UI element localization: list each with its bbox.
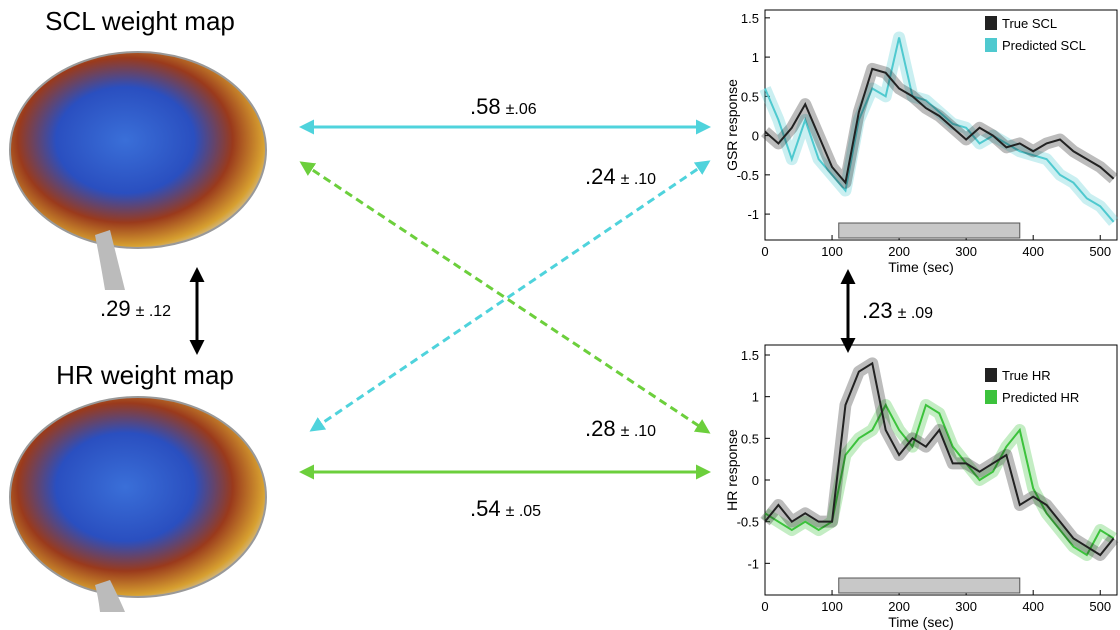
- y-tick-label: -0.5: [737, 515, 759, 530]
- x-tick-label: 100: [821, 244, 843, 259]
- x-tick-label: 0: [761, 244, 768, 259]
- y-tick-label: 0: [752, 473, 759, 488]
- y-tick-label: 1.5: [741, 11, 759, 26]
- y-tick-label: -1: [747, 207, 759, 222]
- x-tick-label: 300: [955, 244, 977, 259]
- legend-swatch: [985, 38, 997, 52]
- correlation-error: ± .10: [621, 423, 657, 440]
- x-tick-label: 500: [1089, 599, 1111, 614]
- correlation-label: .54 ± .05: [470, 496, 541, 521]
- y-axis-label: HR response: [724, 429, 740, 511]
- correlation-value: .24: [585, 164, 616, 189]
- correlation-label: .23 ± .09: [862, 298, 933, 323]
- x-axis-label: Time (sec): [888, 259, 954, 275]
- y-axis-label: GSR response: [724, 79, 740, 171]
- y-tick-label: 0: [752, 129, 759, 144]
- correlation-label: .58 ±.06: [470, 94, 537, 119]
- y-tick-label: 0.5: [741, 89, 759, 104]
- y-tick-label: -1: [747, 556, 759, 571]
- legend-label: True HR: [1002, 368, 1051, 383]
- figure: SCL weight map HR weight map .58 ±.06 .24 ±…: [0, 0, 1120, 630]
- page: {"diagram": { "maps": ["SCL weight map",…: [0, 0, 1120, 630]
- y-tick-label: 1: [752, 390, 759, 405]
- stimulus-period: [839, 578, 1020, 593]
- map-title: HR weight map: [56, 360, 234, 390]
- correlation-label: .24 ± .10: [585, 164, 656, 189]
- legend-label: Predicted SCL: [1002, 38, 1086, 53]
- correlation-value: .23: [862, 298, 893, 323]
- x-tick-label: 500: [1089, 244, 1111, 259]
- correlation-label: .28 ± .10: [585, 416, 656, 441]
- correlation-label: .29 ± .12: [100, 296, 171, 321]
- plot-area: [765, 345, 1117, 595]
- y-tick-label: 0.5: [741, 431, 759, 446]
- legend-swatch: [985, 368, 997, 382]
- map-title: SCL weight map: [45, 6, 235, 36]
- x-tick-label: 100: [821, 599, 843, 614]
- correlation-error: ± .09: [898, 305, 934, 322]
- legend-label: Predicted HR: [1002, 390, 1079, 405]
- y-tick-label: 1.5: [741, 348, 759, 363]
- x-axis-label: Time (sec): [888, 614, 954, 630]
- stimulus-period: [839, 223, 1020, 238]
- brain-image: [10, 397, 266, 612]
- legend-label: True SCL: [1002, 16, 1057, 31]
- correlation-value: .54: [470, 496, 501, 521]
- legend-swatch: [985, 390, 997, 404]
- x-tick-label: 0: [761, 599, 768, 614]
- x-tick-label: 200: [888, 599, 910, 614]
- correlation-error: ± .10: [621, 171, 657, 188]
- correlation-value: .28: [585, 416, 616, 441]
- correlation-error: ±.06: [506, 101, 537, 118]
- brain-image: [10, 52, 266, 290]
- correlation-value: .58: [470, 94, 501, 119]
- y-tick-label: 1: [752, 50, 759, 65]
- x-tick-label: 200: [888, 244, 910, 259]
- correlation-error: ± .12: [136, 303, 172, 320]
- legend-swatch: [985, 16, 997, 30]
- x-tick-label: 400: [1022, 244, 1044, 259]
- correlation-error: ± .05: [506, 503, 542, 520]
- x-tick-label: 400: [1022, 599, 1044, 614]
- x-tick-label: 300: [955, 599, 977, 614]
- correlation-value: .29: [100, 296, 131, 321]
